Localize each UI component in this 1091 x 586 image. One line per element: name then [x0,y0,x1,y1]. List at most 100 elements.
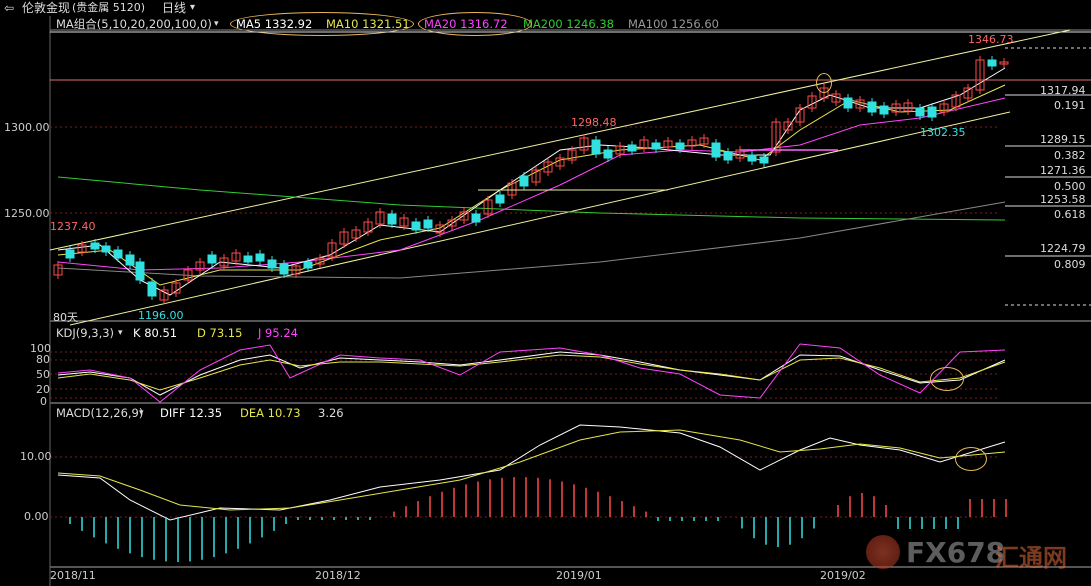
candle [651,142,661,150]
macd-dropdown-icon[interactable]: ▾ [139,408,144,418]
ma-group-dropdown-icon[interactable]: ▾ [214,19,219,29]
kdj-k-line [57,351,1006,396]
candle [927,106,937,118]
annotation-ellipse [418,12,532,36]
candle [447,219,457,227]
candle [171,282,181,294]
candle [663,140,673,148]
kdj-d-value: D 73.15 [197,326,243,340]
fib-ratio: 0.500 [1054,180,1086,193]
kdj-tick: 0 [40,395,47,408]
candle [987,59,997,67]
candle [147,281,157,297]
watermark-logo-icon [866,535,900,569]
candle [615,145,625,155]
candle [387,213,397,225]
candle [435,224,445,234]
candle [101,245,111,253]
fib-ratio: 0.809 [1054,258,1086,271]
ma100-line [57,201,1006,279]
instrument-name[interactable]: 伦敦金现 [22,1,71,15]
candle [113,249,123,259]
period-selector[interactable]: 日线 [162,1,187,15]
kdj-j-line [57,343,1006,403]
candle [471,213,481,223]
candle [423,219,433,229]
ma10-line [57,84,1006,286]
ma200-value: MA200 1246.38 [523,17,614,31]
swing-low-label: 1302.35 [920,126,966,139]
candle [531,169,541,183]
candle [975,59,985,91]
candle [951,94,961,108]
macd-label[interactable]: MACD(12,26,9) [56,406,144,420]
candle [711,142,721,158]
macd-dea-value: DEA 10.73 [240,406,301,420]
candle [579,137,589,151]
kdj-tick: 50 [36,368,50,381]
fib-price: 1224.79 [1040,242,1086,255]
fib-price: 1317.94 [1040,84,1086,97]
ma5-line [57,67,1006,296]
fib-ratio: 0.191 [1054,99,1086,112]
candle [90,242,100,250]
chevron-down-icon[interactable]: ▾ [190,2,196,13]
candle [231,252,241,262]
trend-line [69,111,1011,326]
candle [507,182,517,196]
candle [795,107,805,123]
candle [939,103,949,113]
candle [375,211,385,225]
kdj-tick: 100 [30,342,51,355]
candle [555,157,565,167]
candle [831,93,841,103]
candle [963,87,973,99]
candle [915,107,925,117]
candle [843,97,853,109]
kdj-dropdown-icon[interactable]: ▾ [118,328,123,338]
candle [65,249,75,259]
candle [879,105,889,115]
ma-group-label[interactable]: MA组合(5,10,20,200,100,0) [56,17,212,31]
candle [891,103,901,113]
candle [77,244,87,253]
candle [243,255,253,263]
candle [855,99,865,109]
candle [867,101,877,113]
x-tick: 2018/11 [50,569,96,582]
candle [771,121,781,153]
kdj-label[interactable]: KDJ(9,3,3) [56,326,115,340]
candle [207,254,217,264]
macd-hist-value: 3.26 [318,406,344,420]
ma200-line [57,176,1006,221]
candle [291,265,301,275]
candle [459,211,469,221]
ma20-line [57,97,1006,271]
candle [125,254,135,266]
swing-high-label: 1298.48 [571,116,617,129]
candle [591,139,601,155]
candle [603,149,613,159]
candle [159,289,169,301]
x-tick: 2018/12 [315,569,361,582]
watermark-brand: FX678 [906,536,1006,569]
kdj-tick: 20 [36,383,50,396]
candle [399,217,409,227]
fib-ratio: 0.618 [1054,208,1086,221]
macd-diff-value: DIFF 12.35 [160,406,223,420]
candle [411,221,421,231]
annotation-ellipse [230,12,414,36]
candle [483,199,493,215]
candle [807,95,817,109]
kdj-d-line [57,354,1006,391]
annotation-ellipse [816,73,832,93]
macd-tick: 0.00 [24,510,49,523]
candle [363,221,373,233]
back-icon[interactable]: ⇦ [4,1,15,15]
annotation-ellipse [930,367,964,391]
days-label: 80天 [53,311,78,324]
candle [279,263,289,275]
macd-tick: 10.00 [20,450,52,463]
fib-price: 1253.58 [1040,193,1086,206]
